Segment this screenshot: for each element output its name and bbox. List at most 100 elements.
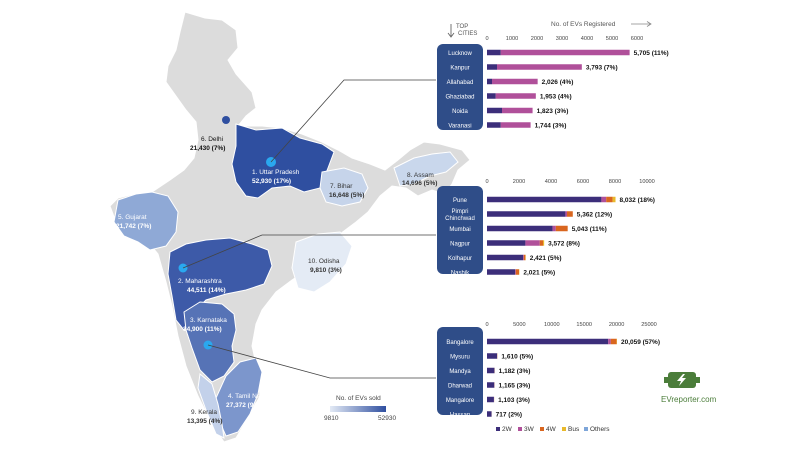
bar-value-label: 8,032 (18%) (620, 197, 655, 204)
city-label: Bangalore (446, 340, 474, 346)
axis-tick-label: 15000 (576, 322, 592, 328)
bar-segment-3w (497, 64, 582, 70)
axis-tick-label: 5000 (606, 36, 618, 42)
delhi-marker[interactable] (222, 116, 230, 124)
bar-segment-2w (487, 367, 495, 374)
legend-swatch-bus (562, 427, 566, 431)
city-label: Kanpur (450, 66, 469, 72)
axis-tick-label: 3000 (556, 36, 568, 42)
bar-value-label: 3,793 (7%) (586, 65, 618, 72)
axis-title: No. of EVs Registered (551, 21, 616, 28)
bar-segment-2w (487, 49, 501, 56)
map-kerala[interactable] (197, 373, 225, 439)
chart-karnataka: 0 5000 10000 15000 20000 25000 Bangalore 20,059… (437, 322, 660, 419)
map-uttar-pradesh[interactable] (231, 123, 335, 199)
map-assam[interactable] (393, 151, 459, 187)
bar-segment-2w (487, 269, 515, 275)
axis-tick-label: 0 (485, 322, 488, 328)
bar-segment-4w (610, 338, 617, 345)
top-cities-label: TOP CITIES (456, 24, 477, 37)
bar-segment-3w (565, 211, 567, 217)
scale-bar (330, 406, 386, 412)
state-rank-label: 4. Tamil Nadu (228, 393, 268, 400)
bar-segment-3w (500, 49, 630, 56)
map-odisha[interactable] (291, 231, 353, 293)
bar-segment-2w (487, 411, 492, 417)
bar-segment-4w (523, 254, 526, 261)
legend-label: 3W (524, 426, 535, 433)
scale-title: No. of EVs sold (336, 395, 381, 402)
axis-tick-label: 2000 (531, 36, 543, 42)
city-label: Varanasi (448, 124, 471, 130)
bar-value-label: 3,572 (8%) (548, 241, 580, 248)
state-rank-label: 3. Karnataka (190, 317, 227, 324)
bar-segment-bus (612, 196, 616, 203)
city-label: Hassan (450, 413, 470, 419)
india-map (109, 11, 471, 443)
bar-segment-2w (487, 254, 523, 261)
axis-tick-label: 8000 (609, 179, 621, 185)
bar-segment-2w (487, 211, 566, 217)
map-gujarat[interactable] (113, 191, 179, 251)
bar-value-label: 5,705 (11%) (634, 50, 669, 57)
city-panel (437, 44, 483, 130)
axis-tick-label: 6000 (577, 179, 589, 185)
axis-tick-label: 25000 (641, 322, 657, 328)
bar-value-label: 1,823 (3%) (537, 108, 569, 115)
city-label: Noida (452, 109, 468, 115)
state-value-label: 9,810 (3%) (310, 267, 342, 274)
bar-value-label: 717 (2%) (496, 412, 522, 419)
bar-value-label: 1,182 (3%) (499, 368, 531, 375)
header: TOP CITIES No. of EVs Registered (447, 21, 652, 38)
state-rank-label: 10. Odisha (308, 258, 340, 265)
state-value-label: 44,511 (14%) (187, 287, 226, 294)
bar-segment-2w (487, 396, 494, 403)
charts: 0 1000 2000 3000 4000 5000 6000 Lucknow 5,705 (1… (437, 36, 669, 419)
bar-segment-2w (487, 382, 495, 388)
bar-segment-3w (500, 122, 531, 128)
bar-segment-4w (567, 211, 573, 217)
city-label: Allahabad (447, 80, 474, 86)
state-rank-label: 6. Delhi (201, 136, 223, 143)
bar-segment-bus (543, 240, 545, 246)
city-label: Ghaziabad (445, 95, 474, 101)
state-value-label: 14,696 (5%) (402, 180, 437, 187)
legend-swatch-others (584, 427, 588, 431)
bar-segment-2w (487, 93, 496, 99)
bar-segment-3w (601, 196, 607, 203)
axis-tick-label: 20000 (609, 322, 625, 328)
bar-segment-2w (487, 78, 492, 85)
bar-segment-2w (487, 338, 609, 345)
bar-segment-2w (487, 64, 497, 70)
state-rank-label: 5. Gujarat (118, 214, 147, 221)
down-arrow-icon (447, 24, 455, 38)
legend-label: Others (590, 426, 610, 433)
bar-segment-3w (552, 225, 556, 232)
city-label: Lucknow (448, 51, 472, 57)
map-bihar[interactable] (319, 167, 369, 207)
state-value-label: 21,430 (7%) (190, 145, 225, 152)
logo-bolt-icon (677, 374, 686, 386)
bar-segment-4w (606, 196, 613, 203)
bar-segment-2w (487, 107, 502, 114)
state-rank-label: 2. Maharashtra (178, 278, 222, 285)
bar-value-label: 1,953 (4%) (540, 94, 572, 101)
brand-name: EVreporter.com (661, 395, 717, 404)
state-value-label: 13,395 (4%) (187, 418, 222, 425)
bar-value-label: 1,165 (3%) (499, 383, 531, 390)
bar-value-label: 2,021 (5%) (523, 270, 555, 277)
map-labels: 1. Uttar Pradesh 52,930 (17%) 2. Maharas… (116, 136, 437, 425)
axis-tick-label: 10000 (639, 179, 655, 185)
bar-segment-2w (487, 353, 498, 359)
bar-value-label: 5,043 (11%) (572, 226, 607, 233)
chart-maharashtra: 0 2000 4000 6000 8000 10000 Pune 8,032 (18%) Pim… (437, 179, 655, 277)
bar-segment-4w (555, 225, 568, 232)
bar-segment-4w (515, 269, 519, 275)
state-rank-label: 7. Bihar (330, 183, 353, 190)
brand-logo: EVreporter.com (661, 372, 717, 404)
bar-value-label: 1,103 (3%) (498, 397, 530, 404)
bar-segment-3w (525, 240, 540, 246)
legend: 2W 3W 4W Bus Others (496, 426, 610, 433)
city-label: Pune (453, 198, 468, 204)
bar-segment-3w (608, 338, 611, 345)
